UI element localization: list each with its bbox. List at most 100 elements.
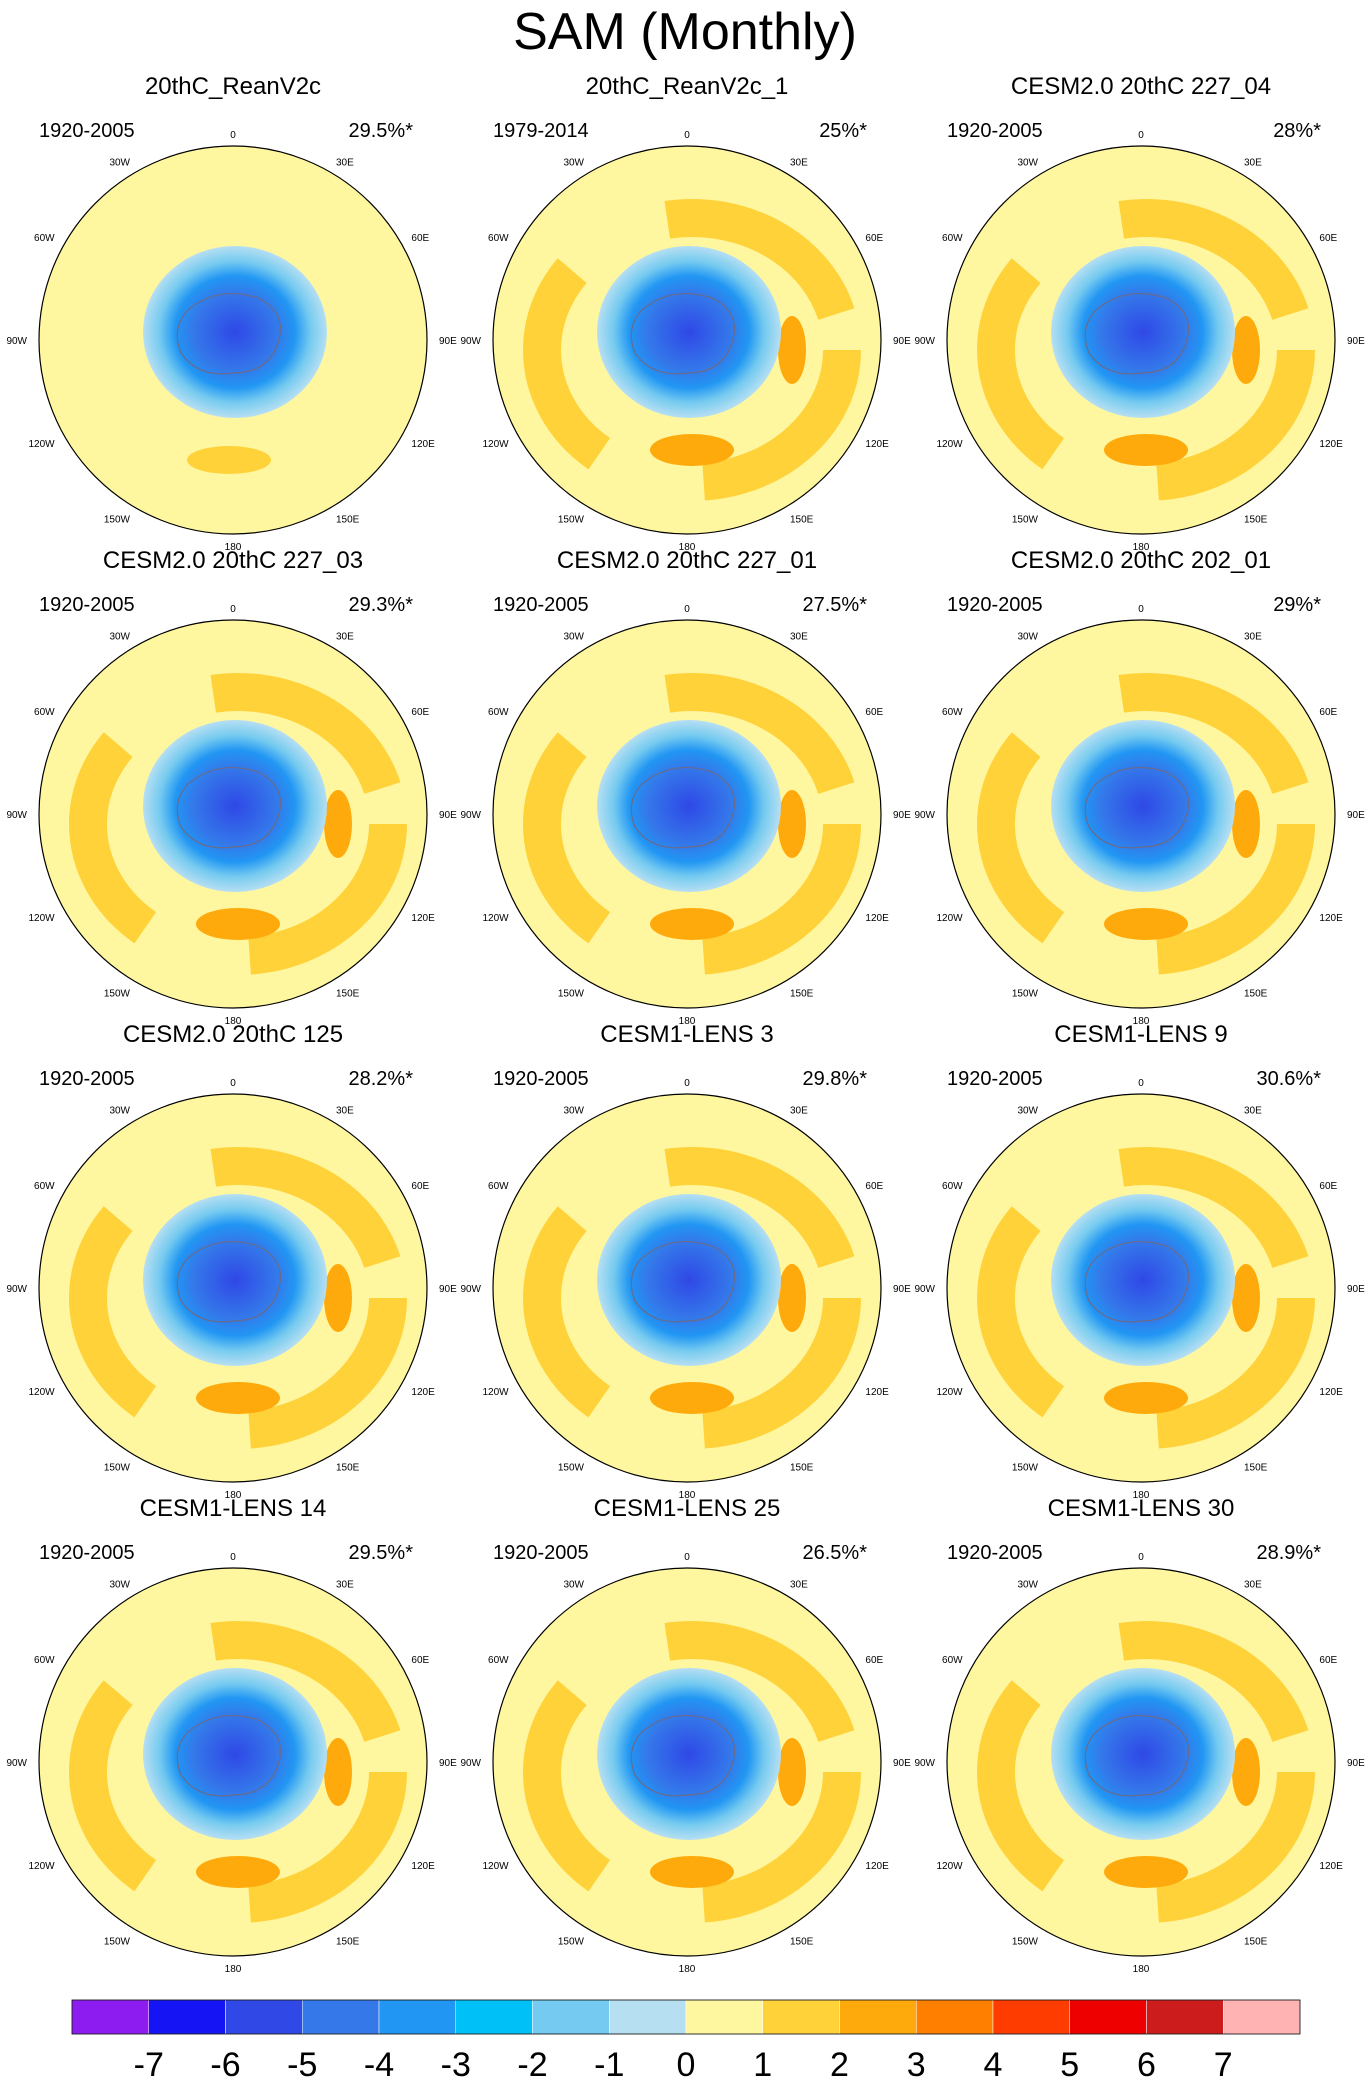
longitude-label: 120E xyxy=(865,439,889,450)
colorbar-swatch xyxy=(762,1999,840,2035)
colorbar-tick-label: -2 xyxy=(517,2046,547,2082)
panel-period: 1920-2005 xyxy=(947,120,1043,142)
map-border xyxy=(38,145,428,535)
colorbar-swatch xyxy=(1223,1999,1301,2035)
longitude-label: 90E xyxy=(1347,336,1365,347)
map-border xyxy=(946,619,1336,1009)
positive-anomaly-band xyxy=(523,1147,861,1449)
longitude-label: 60W xyxy=(34,233,55,244)
map-panel: CESM2.0 20thC 125 1920-2005 28.2%* 0 30E 60E 9… xyxy=(6,1021,457,1501)
antarctica-outline xyxy=(1084,292,1190,375)
longitude-label: 30W xyxy=(109,1580,130,1591)
positive-anomaly-core xyxy=(778,790,806,858)
negative-anomaly-core xyxy=(143,720,327,892)
longitude-label: 150W xyxy=(104,988,131,999)
positive-anomaly-core xyxy=(650,434,734,466)
longitude-label: 90E xyxy=(893,810,911,821)
longitude-label: 150E xyxy=(336,1936,360,1947)
positive-anomaly-core xyxy=(1232,1264,1260,1332)
colorbar-tick-label: -1 xyxy=(594,2046,624,2082)
longitude-label: 90W xyxy=(460,1758,481,1769)
longitude-label: 90E xyxy=(1347,1284,1365,1295)
panel-variance: 29.8%* xyxy=(803,1068,868,1090)
longitude-label: 90W xyxy=(914,336,935,347)
contour-field xyxy=(947,1094,1335,1482)
contour-field xyxy=(39,620,427,1008)
longitude-label: 60E xyxy=(865,707,883,718)
colorbar-tick-label: 2 xyxy=(830,2046,849,2082)
longitude-label: 120W xyxy=(482,913,509,924)
positive-anomaly-band xyxy=(69,1147,407,1449)
longitude-label: 90E xyxy=(1347,810,1365,821)
longitude-label: 150E xyxy=(1244,1462,1268,1473)
map-border xyxy=(38,1093,428,1483)
longitude-label: 30W xyxy=(1017,1106,1038,1117)
longitude-label: 0 xyxy=(684,130,690,141)
positive-anomaly-core xyxy=(187,446,271,474)
positive-anomaly-band xyxy=(69,1621,407,1923)
longitude-label: 120W xyxy=(28,1387,55,1398)
longitude-label: 150E xyxy=(336,988,360,999)
panel-title: CESM2.0 20thC 227_01 xyxy=(557,547,817,574)
longitude-label: 60W xyxy=(34,1181,55,1192)
negative-anomaly-core xyxy=(597,1194,781,1366)
map-panel: CESM2.0 20thC 202_01 1920-2005 29%* 0 30E 60E… xyxy=(914,547,1365,1027)
longitude-label: 60E xyxy=(411,707,429,718)
contour-field xyxy=(493,620,881,1008)
longitude-label: 90W xyxy=(460,336,481,347)
longitude-label: 90E xyxy=(893,1284,911,1295)
positive-anomaly-core xyxy=(196,1856,280,1888)
colorbar-tick-label: -5 xyxy=(287,2046,317,2082)
longitude-label: 60W xyxy=(942,1181,963,1192)
map-border xyxy=(492,1567,882,1957)
longitude-label: 60W xyxy=(34,1655,55,1666)
longitude-label: 120W xyxy=(482,1387,509,1398)
longitude-label: 60E xyxy=(411,1655,429,1666)
longitude-label: 180 xyxy=(225,1016,242,1027)
panel-grid: 20thC_ReanV2c 1920-2005 29.5%* 0 30E 60E 90E 12… xyxy=(6,73,1365,1975)
colorbar-frame xyxy=(71,1999,1301,2035)
longitude-label: 30W xyxy=(1017,1580,1038,1591)
longitude-label: 30W xyxy=(563,158,584,169)
longitude-label: 0 xyxy=(230,130,236,141)
positive-anomaly-core xyxy=(324,1264,352,1332)
longitude-label: 150W xyxy=(1012,988,1039,999)
longitude-label: 60W xyxy=(942,233,963,244)
positive-anomaly-band xyxy=(523,673,861,975)
longitude-label: 120E xyxy=(411,1387,435,1398)
longitude-label: 0 xyxy=(1138,1078,1144,1089)
map-panel: CESM1-LENS 3 1920-2005 29.8%* 0 30E 60E 90E 120… xyxy=(460,1021,911,1501)
negative-anomaly-core xyxy=(1051,1194,1235,1366)
panel-variance: 29.3%* xyxy=(349,594,414,616)
longitude-label: 90E xyxy=(439,1758,457,1769)
longitude-label: 150W xyxy=(104,514,131,525)
longitude-label: 150E xyxy=(1244,988,1268,999)
longitude-label: 120W xyxy=(936,913,963,924)
panel-variance: 29.5%* xyxy=(349,120,414,142)
longitude-label: 90W xyxy=(6,1758,27,1769)
colorbar-swatch xyxy=(148,1999,226,2035)
longitude-label: 180 xyxy=(1133,1016,1150,1027)
longitude-label: 180 xyxy=(679,1964,696,1975)
longitude-label: 60E xyxy=(865,233,883,244)
longitude-label: 150E xyxy=(790,988,814,999)
colorbar-swatch xyxy=(71,1999,149,2035)
positive-anomaly-core xyxy=(324,790,352,858)
longitude-label: 150W xyxy=(1012,514,1039,525)
antarctica-outline xyxy=(176,1240,282,1323)
contour-field xyxy=(493,1094,881,1482)
panel-variance: 29%* xyxy=(1273,594,1321,616)
longitude-label: 180 xyxy=(1133,1490,1150,1501)
longitude-label: 180 xyxy=(679,542,696,553)
longitude-label: 120E xyxy=(865,1861,889,1872)
longitude-label: 30E xyxy=(1244,158,1262,169)
negative-anomaly-core xyxy=(143,1194,327,1366)
longitude-label: 30E xyxy=(790,1580,808,1591)
longitude-label: 90E xyxy=(439,336,457,347)
longitude-label: 120E xyxy=(865,1387,889,1398)
longitude-label: 90E xyxy=(439,1284,457,1295)
panel-period: 1920-2005 xyxy=(947,1068,1043,1090)
antarctica-outline xyxy=(176,766,282,849)
